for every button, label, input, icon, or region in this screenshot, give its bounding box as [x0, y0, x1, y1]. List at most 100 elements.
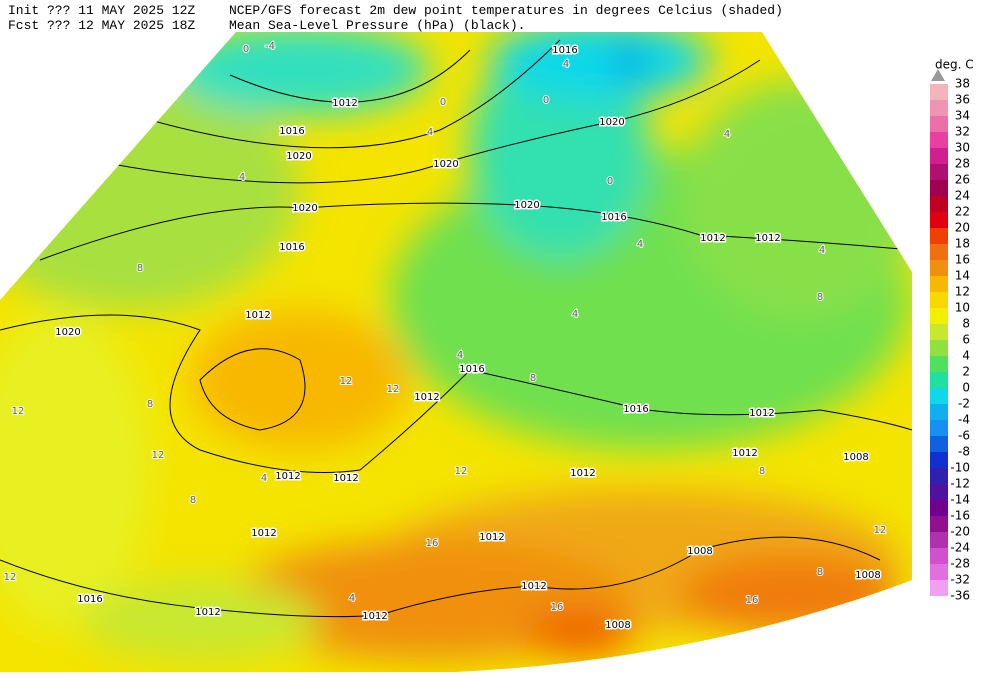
contour-label: 4 — [572, 309, 578, 320]
legend-label: -4 — [958, 413, 970, 427]
contour-label: 4 — [457, 350, 463, 361]
legend-label: 22 — [955, 205, 970, 219]
legend-label: -28 — [950, 557, 970, 571]
contour-label: 4 — [349, 593, 355, 604]
contour-label: 8 — [759, 466, 765, 477]
shade — [190, 310, 410, 450]
isobar — [199, 348, 306, 431]
shade — [80, 580, 320, 660]
legend-label: 4 — [962, 349, 970, 363]
isobar-label: 1016 — [459, 364, 484, 375]
legend-unit: deg. C — [935, 58, 974, 72]
legend-swatch — [930, 228, 948, 244]
legend-label: 14 — [955, 269, 970, 283]
contour-label: 12 — [152, 450, 165, 461]
isobar-label: 1012 — [245, 310, 270, 321]
legend-label: 38 — [955, 77, 970, 91]
contour-label: 4 — [819, 245, 825, 256]
legend-swatch — [930, 516, 948, 532]
legend-swatch — [930, 468, 948, 484]
legend-swatch — [930, 500, 948, 516]
isobar-label: 1012 — [755, 233, 780, 244]
isobar-label: 1016 — [623, 404, 648, 415]
legend-label: -6 — [958, 429, 970, 443]
contour-label: 8 — [137, 263, 143, 274]
header-subtitle: Mean Sea-Level Pressure (hPa) (black). — [229, 18, 525, 33]
contour-label: 12 — [4, 572, 17, 583]
contour-label: 12 — [455, 466, 468, 477]
legend-swatch — [930, 100, 948, 116]
legend-label: 36 — [955, 93, 970, 107]
shade — [490, 32, 710, 100]
legend-label: 10 — [955, 301, 970, 315]
contour-label: 4 — [261, 473, 267, 484]
legend-label: 20 — [955, 221, 970, 235]
legend-label: -12 — [950, 477, 970, 491]
contour-label: 12 — [387, 384, 400, 395]
isobar-label: 1016 — [552, 45, 577, 56]
isobar — [229, 49, 471, 103]
contour-label: 4 — [724, 129, 730, 140]
isobar — [0, 314, 912, 473]
isobar-label: 1012 — [362, 611, 387, 622]
isobar-label: 1016 — [279, 242, 304, 253]
isobar-label: 1020 — [286, 151, 311, 162]
isobar-label: 1012 — [521, 581, 546, 592]
contour-label: 8 — [817, 292, 823, 303]
isobar-label: 1016 — [77, 594, 102, 605]
legend-label: -10 — [950, 461, 970, 475]
legend-swatch — [930, 164, 948, 180]
legend-swatch — [930, 484, 948, 500]
legend-swatch — [930, 372, 948, 388]
legend-swatch — [930, 260, 948, 276]
legend-swatch — [930, 308, 948, 324]
isobar-label: 1008 — [687, 546, 712, 557]
legend-swatch — [930, 84, 948, 100]
legend-swatch — [930, 180, 948, 196]
legend-label: 32 — [955, 125, 970, 139]
legend-label: -2 — [958, 397, 970, 411]
legend-label: -24 — [950, 541, 970, 555]
isobar-label: 1012 — [570, 468, 595, 479]
legend-swatch — [930, 212, 948, 228]
contour-label: -4 — [265, 41, 275, 52]
isobar — [149, 39, 561, 149]
isobar-label: 1020 — [433, 159, 458, 170]
legend-swatch — [930, 452, 948, 468]
legend-label: 8 — [962, 317, 970, 331]
isobar-label: 1012 — [275, 471, 300, 482]
isobar-label: 1008 — [843, 452, 868, 463]
isobar — [0, 536, 881, 618]
contour-label: 8 — [147, 399, 153, 410]
legend-label: 26 — [955, 173, 970, 187]
isobar-label: 1020 — [514, 200, 539, 211]
legend-swatch — [930, 532, 948, 548]
shade — [680, 80, 912, 320]
contour-label: 4 — [427, 127, 433, 138]
legend-label: 34 — [955, 109, 970, 123]
legend-swatch — [930, 356, 948, 372]
legend-swatch — [930, 340, 948, 356]
legend-swatch — [930, 580, 948, 596]
legend-arrow — [931, 69, 945, 81]
legend-swatch — [930, 564, 948, 580]
isobar-label: 1012 — [251, 528, 276, 539]
isobar-label: 1012 — [332, 98, 357, 109]
isobar-label: 1020 — [292, 203, 317, 214]
shade — [170, 32, 430, 115]
legend-label: 28 — [955, 157, 970, 171]
isobar-label: 1012 — [195, 607, 220, 618]
isobar-label: 1020 — [599, 117, 624, 128]
legend-label: 30 — [955, 141, 970, 155]
legend-label: 2 — [962, 365, 970, 379]
contour-label: 0 — [543, 95, 549, 106]
contour-label: 12 — [340, 376, 353, 387]
isobar-label: 1012 — [749, 408, 774, 419]
isobar-label: 1012 — [700, 233, 725, 244]
legend-label: -20 — [950, 525, 970, 539]
header-title: NCEP/GFS forecast 2m dew point temperatu… — [229, 3, 783, 18]
isobars — [0, 39, 912, 618]
isobar-label: 1016 — [279, 126, 304, 137]
